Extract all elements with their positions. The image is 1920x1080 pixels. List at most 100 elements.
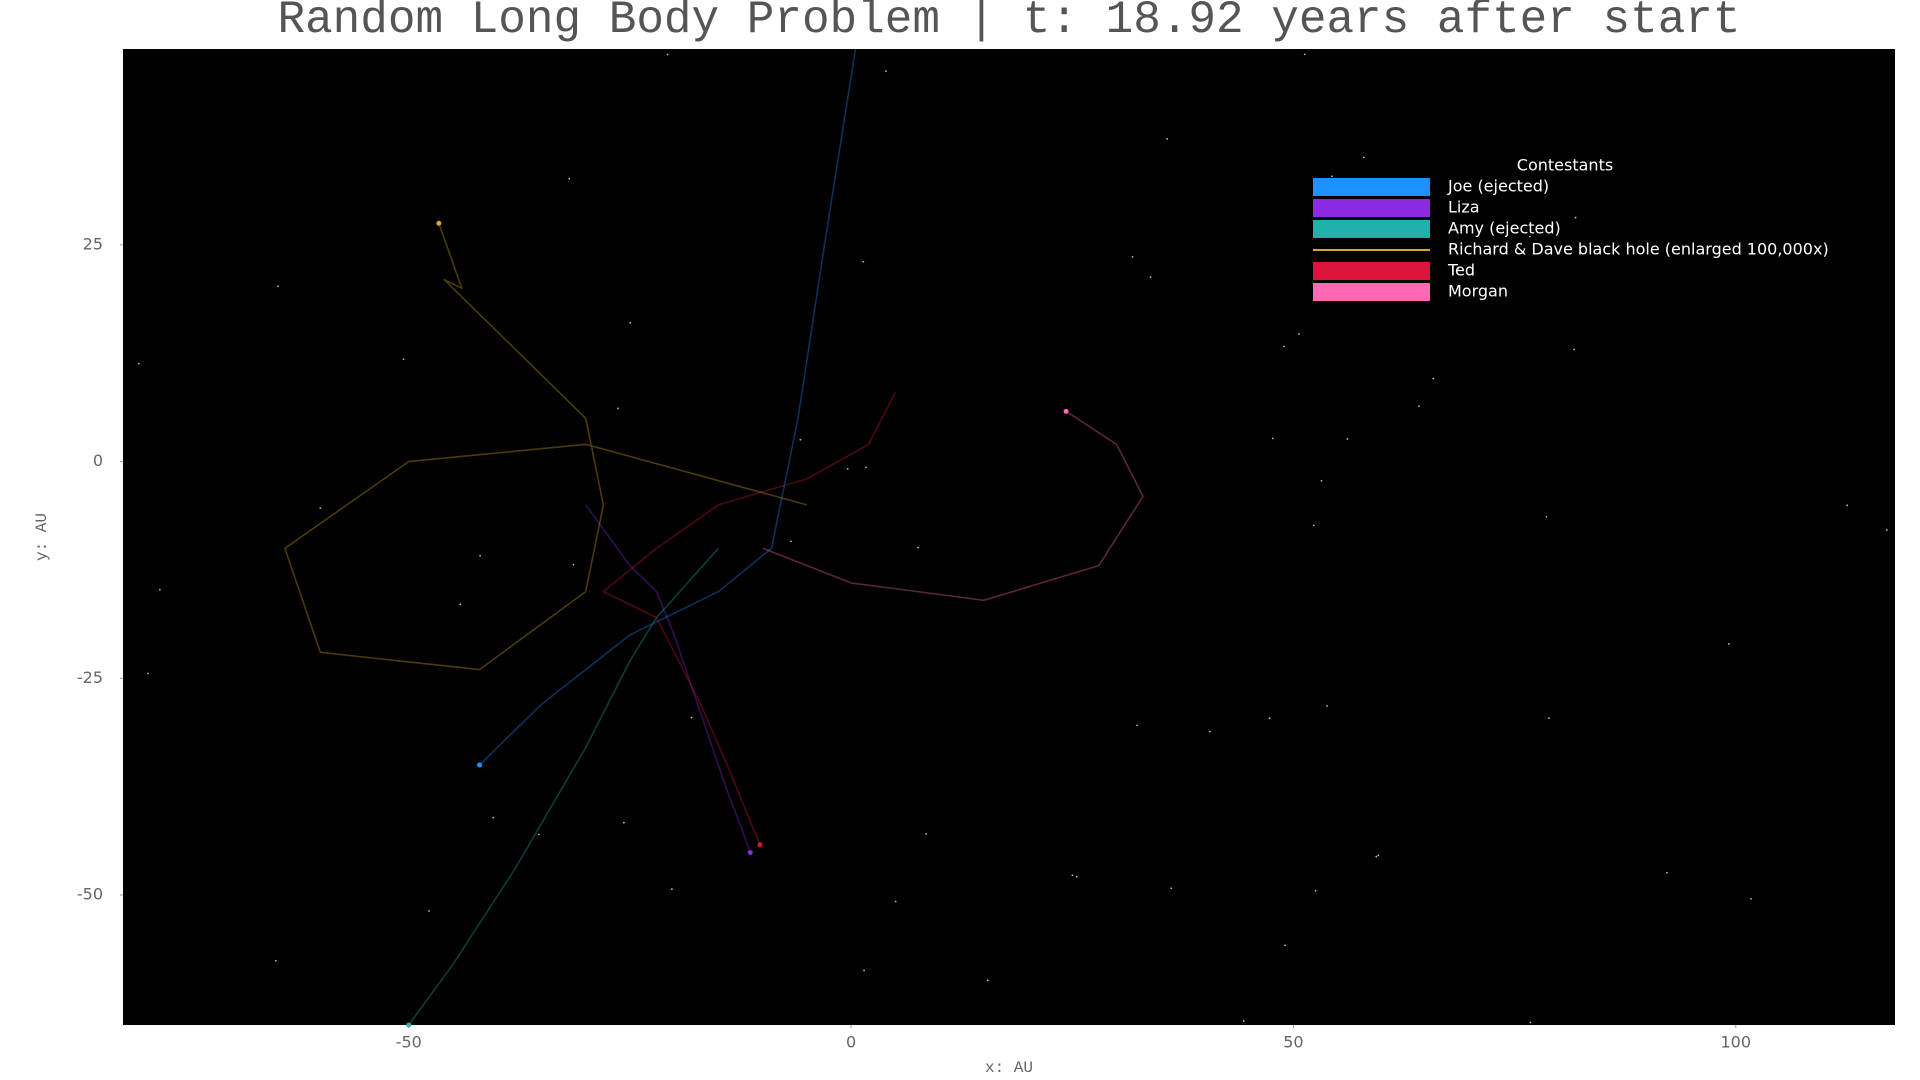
star <box>1298 332 1300 335</box>
star <box>862 260 865 263</box>
star <box>1418 405 1420 408</box>
star <box>790 540 792 543</box>
star <box>917 546 919 549</box>
star <box>277 285 279 288</box>
body <box>747 850 753 856</box>
star <box>1529 1021 1532 1024</box>
star <box>479 554 482 557</box>
star <box>1320 479 1323 482</box>
trajectory <box>408 547 719 1026</box>
legend-swatch <box>1313 283 1430 301</box>
star <box>1528 235 1531 238</box>
star <box>1362 156 1365 159</box>
trajectory <box>585 504 751 853</box>
star <box>1750 897 1752 900</box>
x-axis-label: x: AU <box>985 1059 1033 1077</box>
star <box>1573 348 1576 351</box>
star <box>670 888 673 891</box>
star <box>986 979 989 982</box>
x-tick-label: 100 <box>1720 1033 1751 1052</box>
star <box>629 321 632 324</box>
x-tick-label: 0 <box>846 1033 856 1052</box>
legend-label: Morgan <box>1448 282 1508 301</box>
legend-swatch <box>1313 178 1430 196</box>
star <box>846 467 849 470</box>
plot-background <box>123 49 1895 1025</box>
x-tick-label: -50 <box>396 1033 422 1052</box>
star <box>799 438 802 441</box>
body <box>757 842 763 848</box>
star <box>1303 53 1306 56</box>
star <box>1432 377 1435 380</box>
star <box>1666 871 1668 874</box>
chart-title: Random Long Body Problem | t: 18.92 year… <box>277 0 1740 46</box>
star <box>1131 255 1134 258</box>
star <box>1326 705 1328 707</box>
star <box>428 910 430 912</box>
legend-title: Contestants <box>1517 156 1613 175</box>
star <box>863 969 865 972</box>
star <box>1727 643 1730 645</box>
star <box>572 563 575 566</box>
star <box>1312 524 1315 527</box>
star <box>623 821 625 824</box>
legend-label: Ted <box>1447 261 1475 280</box>
star <box>1377 854 1380 857</box>
y-tick-label: 25 <box>83 234 103 253</box>
body <box>477 762 483 768</box>
star <box>1330 175 1333 178</box>
star <box>1283 345 1285 348</box>
star <box>1314 889 1317 892</box>
star <box>274 959 277 962</box>
star <box>1284 944 1286 947</box>
star <box>884 70 887 73</box>
trajectory <box>602 391 897 846</box>
star <box>1375 855 1378 858</box>
star <box>1149 276 1152 279</box>
star <box>492 816 495 819</box>
star <box>666 53 669 56</box>
star <box>617 407 619 410</box>
star <box>1071 874 1074 877</box>
star <box>925 833 928 835</box>
trajectory <box>284 222 808 671</box>
legend-label: Liza <box>1448 198 1480 217</box>
star <box>894 900 897 903</box>
y-tick-label: -25 <box>77 668 103 687</box>
legend-label: Joe (ejected) <box>1447 177 1549 196</box>
star <box>1170 887 1173 890</box>
star <box>865 466 867 469</box>
star <box>402 358 405 361</box>
star <box>137 362 140 365</box>
x-tick-label: 50 <box>1283 1033 1303 1052</box>
star <box>1268 717 1271 720</box>
body <box>1063 408 1069 414</box>
star <box>1547 717 1550 720</box>
starfield <box>137 53 1888 1024</box>
body <box>436 220 442 226</box>
star <box>1136 724 1138 727</box>
legend-swatch <box>1313 262 1430 280</box>
star <box>1885 529 1888 531</box>
star <box>690 716 693 719</box>
star <box>1545 515 1548 518</box>
legend-label: Amy (ejected) <box>1448 219 1561 238</box>
star <box>147 672 150 675</box>
star <box>1075 875 1078 878</box>
legend-label: Richard & Dave black hole (enlarged 100,… <box>1448 240 1829 259</box>
y-tick-label: -50 <box>77 884 103 903</box>
star <box>1271 437 1274 440</box>
star <box>1457 267 1460 270</box>
legend-swatch <box>1313 199 1430 217</box>
y-tick-label: 0 <box>93 451 103 470</box>
legend-swatch <box>1313 220 1430 238</box>
star <box>1346 438 1349 440</box>
star <box>459 603 462 606</box>
trajectory <box>762 410 1144 602</box>
star <box>1846 504 1849 507</box>
star <box>568 177 571 180</box>
trajectory <box>478 48 857 766</box>
star <box>1242 1020 1245 1022</box>
